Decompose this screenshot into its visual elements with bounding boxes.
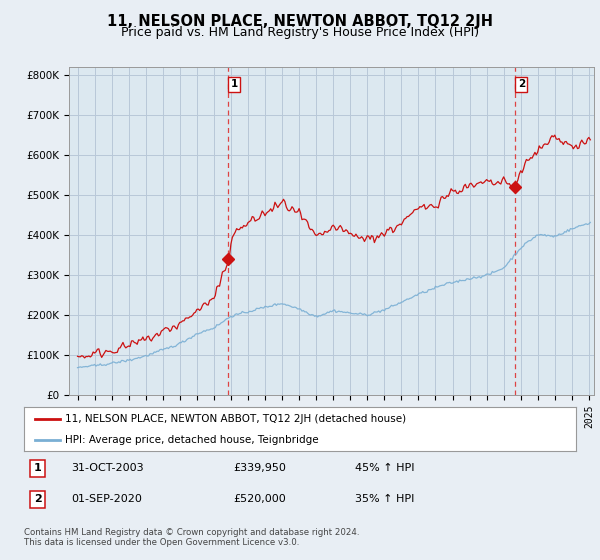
Text: £339,950: £339,950 bbox=[234, 463, 287, 473]
Text: 1: 1 bbox=[230, 79, 238, 89]
Text: 31-OCT-2003: 31-OCT-2003 bbox=[71, 463, 143, 473]
Text: 35% ↑ HPI: 35% ↑ HPI bbox=[355, 494, 415, 505]
Text: 2: 2 bbox=[34, 494, 41, 505]
Text: 2: 2 bbox=[518, 79, 525, 89]
Text: 45% ↑ HPI: 45% ↑ HPI bbox=[355, 463, 415, 473]
Text: 1: 1 bbox=[34, 463, 41, 473]
Text: Price paid vs. HM Land Registry's House Price Index (HPI): Price paid vs. HM Land Registry's House … bbox=[121, 26, 479, 39]
Text: 01-SEP-2020: 01-SEP-2020 bbox=[71, 494, 142, 505]
Text: £520,000: £520,000 bbox=[234, 494, 287, 505]
Text: HPI: Average price, detached house, Teignbridge: HPI: Average price, detached house, Teig… bbox=[65, 435, 319, 445]
Text: 11, NELSON PLACE, NEWTON ABBOT, TQ12 2JH: 11, NELSON PLACE, NEWTON ABBOT, TQ12 2JH bbox=[107, 14, 493, 29]
Text: Contains HM Land Registry data © Crown copyright and database right 2024.
This d: Contains HM Land Registry data © Crown c… bbox=[24, 528, 359, 547]
Text: 11, NELSON PLACE, NEWTON ABBOT, TQ12 2JH (detached house): 11, NELSON PLACE, NEWTON ABBOT, TQ12 2JH… bbox=[65, 414, 407, 424]
